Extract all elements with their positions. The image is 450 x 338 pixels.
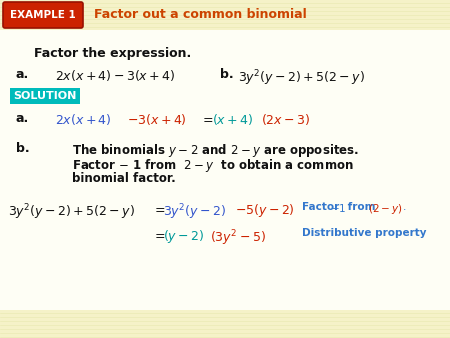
- Text: $- 5(y - 2)$: $- 5(y - 2)$: [235, 202, 295, 219]
- Text: $(2 - y)$: $(2 - y)$: [368, 202, 403, 216]
- Text: $(y - 2)$: $(y - 2)$: [163, 228, 204, 245]
- Text: $(2x - 3)$: $(2x - 3)$: [261, 112, 310, 127]
- Text: $=$: $=$: [152, 202, 166, 215]
- Text: $- 3(x + 4)$: $- 3(x + 4)$: [127, 112, 187, 127]
- Text: b.: b.: [16, 142, 30, 155]
- Text: .: .: [403, 202, 406, 212]
- Text: b.: b.: [220, 68, 234, 81]
- Text: $- 1$: $- 1$: [330, 202, 346, 214]
- FancyBboxPatch shape: [3, 2, 83, 28]
- Text: binomial factor.: binomial factor.: [72, 172, 176, 185]
- Text: Factor the expression.: Factor the expression.: [34, 47, 191, 60]
- Text: $(x + 4)$: $(x + 4)$: [212, 112, 253, 127]
- Text: Factor $-$ 1 from $\ 2 - y\ $ to obtain a common: Factor $-$ 1 from $\ 2 - y\ $ to obtain …: [72, 157, 354, 174]
- Text: EXAMPLE 1: EXAMPLE 1: [10, 10, 76, 20]
- Text: $3y^2(y - 2) + 5(2 - y)$: $3y^2(y - 2) + 5(2 - y)$: [8, 202, 135, 222]
- Text: a.: a.: [16, 68, 29, 81]
- Text: $3y^2(y - 2)$: $3y^2(y - 2)$: [163, 202, 226, 222]
- Text: $2x(x + 4) - 3(x + 4)$: $2x(x + 4) - 3(x + 4)$: [55, 68, 176, 83]
- Text: Distributive property: Distributive property: [302, 228, 427, 238]
- Text: Factor: Factor: [302, 202, 339, 212]
- Text: The binomials $y - 2$ and $2 - y$ are opposites.: The binomials $y - 2$ and $2 - y$ are op…: [72, 142, 359, 159]
- Text: $2x(x + 4)$: $2x(x + 4)$: [55, 112, 112, 127]
- Text: Factor out a common binomial: Factor out a common binomial: [94, 8, 307, 22]
- Text: $=$: $=$: [200, 112, 214, 125]
- Text: $=$: $=$: [152, 228, 166, 241]
- Text: a.: a.: [16, 112, 29, 125]
- Text: $3y^2(y - 2) + 5(2 - y)$: $3y^2(y - 2) + 5(2 - y)$: [238, 68, 365, 88]
- Text: from: from: [344, 202, 379, 212]
- Text: SOLUTION: SOLUTION: [14, 91, 76, 101]
- Bar: [10, 88, 80, 104]
- Bar: [0, 0, 450, 30]
- Bar: [0, 310, 450, 338]
- Text: $(3y^2 - 5)$: $(3y^2 - 5)$: [210, 228, 266, 248]
